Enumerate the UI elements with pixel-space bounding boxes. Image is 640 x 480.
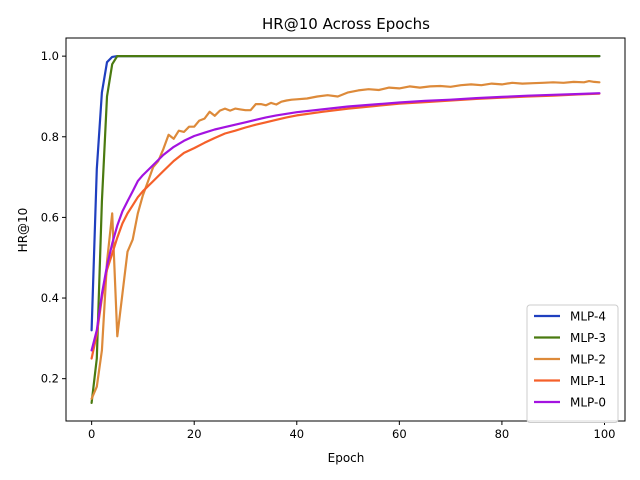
x-axis-ticks: 0 20 40 60 80 100 [88, 421, 615, 441]
series-line-mlp-0 [90, 92, 601, 352]
legend-label: MLP-3 [570, 331, 606, 345]
x-tick-label: 80 [495, 427, 510, 441]
x-tick-label: 40 [289, 427, 304, 441]
series-line-mlp-3 [90, 54, 601, 404]
legend-box [526, 304, 619, 423]
y-axis-ticks: 0.2 0.4 0.6 0.8 1.0 [41, 49, 66, 386]
legend-label: MLP-4 [570, 310, 606, 324]
y-tick-label: 0.8 [41, 130, 59, 144]
x-tick-label: 20 [187, 427, 202, 441]
x-axis-label: Epoch [328, 451, 365, 465]
legend: MLP-4 MLP-3 MLP-2 MLP-1 MLP-0 [526, 304, 619, 423]
legend-label: MLP-1 [570, 374, 606, 388]
chart-title: HR@10 Across Epochs [262, 15, 430, 33]
legend-label: MLP-0 [570, 396, 606, 410]
legend-label: MLP-2 [570, 353, 606, 367]
y-tick-label: 0.6 [41, 210, 59, 224]
series-line-mlp-2 [90, 79, 601, 400]
series-layer [90, 54, 601, 404]
x-tick-label: 100 [594, 427, 616, 441]
plot-frame [65, 37, 626, 422]
y-tick-label: 1.0 [41, 49, 59, 63]
x-tick-label: 60 [392, 427, 407, 441]
x-tick-label: 0 [88, 427, 95, 441]
series-line-mlp-1 [90, 92, 601, 360]
y-tick-label: 0.2 [41, 372, 59, 386]
y-axis-label: HR@10 [16, 208, 30, 253]
y-tick-label: 0.4 [41, 291, 59, 305]
